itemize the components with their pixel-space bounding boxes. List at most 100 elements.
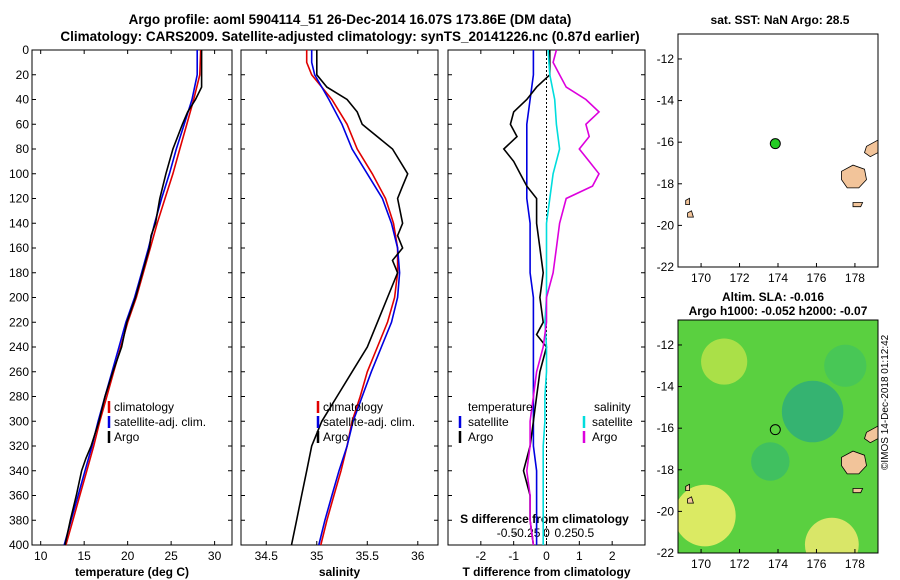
figure-title-line1: Argo profile: aoml 5904114_51 26-Dec-201…	[128, 12, 572, 27]
series-line-s-satellite	[542, 49, 561, 545]
island-outline	[841, 450, 867, 475]
x-tick-label: 30	[208, 549, 222, 563]
series-line-climatology	[305, 50, 399, 546]
secondary-tick-label: 0.5	[578, 526, 595, 540]
depth-tick-label: 320	[9, 439, 29, 453]
map-x-tick-label: 176	[806, 557, 826, 571]
map-y-tick-label: -18	[657, 463, 675, 477]
argo-position-marker	[769, 138, 781, 150]
map-y-tick-label: -12	[657, 52, 675, 66]
depth-tick-label: 100	[9, 167, 29, 181]
legend-label: satellite	[468, 415, 509, 429]
secondary-tick-label: -0.25	[513, 526, 541, 540]
map-x-tick-label: 178	[845, 557, 865, 571]
x-tick-label: 36	[411, 549, 425, 563]
legend-label: Argo	[592, 430, 618, 444]
series-line-satellite-adj-clim-	[63, 50, 198, 546]
sla-anomaly-patch	[701, 338, 748, 385]
series-line-argo	[64, 50, 203, 546]
x-tick-label: 2	[609, 549, 616, 563]
island-outline	[864, 139, 878, 158]
map-y-tick-label: -12	[657, 338, 675, 352]
map-title: sat. SST: NaN Argo: 28.5	[711, 13, 850, 27]
map-y-tick-label: -14	[657, 380, 675, 394]
map-y-tick-label: -16	[657, 135, 675, 149]
island-outline	[685, 197, 690, 206]
depth-tick-label: 0	[22, 43, 29, 57]
depth-tick-label: 180	[9, 266, 29, 280]
series-line-s-argo	[525, 49, 601, 546]
island-outline	[852, 488, 864, 494]
island-outline	[687, 496, 694, 504]
sla-anomaly-patch	[804, 517, 859, 553]
legend-label: Argo	[114, 430, 140, 444]
depth-tick-label: 340	[9, 464, 29, 478]
depth-tick-label: 220	[9, 315, 29, 329]
sla-anomaly-patch	[678, 484, 736, 547]
map-x-tick-label: 178	[845, 271, 865, 285]
x-tick-label: 15	[77, 549, 91, 563]
series-line-climatology	[65, 49, 202, 546]
depth-tick-label: 160	[9, 241, 29, 255]
sla-anomaly-patch	[781, 380, 844, 443]
x-axis-label: temperature (deg C)	[75, 565, 189, 579]
x-tick-label: 0	[543, 549, 550, 563]
salinity-profile-frame	[240, 49, 439, 546]
map-subtitle: Argo h1000: -0.052 h2000: -0.07	[689, 304, 868, 318]
argo-position-marker	[769, 424, 781, 436]
legend-label: satellite	[592, 415, 633, 429]
series-line-t-satellite	[525, 50, 538, 545]
x-tick-label: 35.5	[356, 549, 380, 563]
figure-title-line2: Climatology: CARS2009. Satellite-adjuste…	[60, 29, 640, 44]
map-x-tick-label: 170	[691, 271, 711, 285]
map-y-tick-label: -20	[657, 504, 675, 518]
x-tick-label: 34.5	[255, 549, 279, 563]
temperature-profile-frame	[31, 49, 233, 546]
depth-tick-label: 240	[9, 340, 29, 354]
secondary-axis-label: S difference from climatology	[460, 512, 629, 526]
depth-tick-label: 360	[9, 489, 29, 503]
depth-tick-label: 260	[9, 365, 29, 379]
x-tick-label: 25	[164, 549, 178, 563]
legend-label: climatology	[114, 400, 174, 414]
x-tick-label: 20	[121, 549, 135, 563]
x-tick-label: 1	[576, 549, 583, 563]
sst-map-layer	[685, 139, 878, 218]
series-line-t-argo	[502, 50, 551, 546]
depth-tick-label: 300	[9, 414, 29, 428]
depth-tick-label: 380	[9, 513, 29, 527]
depth-tick-label: 60	[16, 117, 30, 131]
depth-tick-label: 200	[9, 291, 29, 305]
map-y-tick-label: -16	[657, 421, 675, 435]
series-line-satellite-adj-clim-	[310, 50, 401, 546]
depth-tick-label: 280	[9, 390, 29, 404]
sla-anomaly-patch	[824, 344, 867, 387]
legend-heading: temperature	[468, 400, 533, 414]
island-outline	[852, 202, 864, 208]
x-axis-label: salinity	[319, 565, 361, 579]
depth-tick-label: 40	[16, 93, 30, 107]
map-x-tick-label: 174	[768, 557, 788, 571]
map-y-tick-label: -22	[657, 546, 675, 560]
secondary-tick-label: 0.25	[555, 526, 579, 540]
depth-tick-label: 120	[9, 192, 29, 206]
island-outline	[685, 483, 690, 492]
x-tick-label: 35	[310, 549, 324, 563]
series-line-argo	[290, 50, 409, 546]
legend-label: Argo	[468, 430, 494, 444]
island-outline	[841, 164, 867, 189]
map-title: Altim. SLA: -0.016	[722, 290, 824, 304]
map-x-tick-label: 174	[768, 271, 788, 285]
map-x-tick-label: 172	[730, 557, 750, 571]
depth-tick-label: 400	[9, 538, 29, 552]
x-axis-label: T difference from climatology	[462, 565, 630, 579]
map-x-tick-label: 170	[691, 557, 711, 571]
x-tick-label: 10	[34, 549, 48, 563]
depth-tick-label: 140	[9, 216, 29, 230]
sst-map-frame	[677, 33, 879, 268]
depth-tick-label: 80	[16, 142, 30, 156]
legend-label: satellite-adj. clim.	[114, 415, 206, 429]
x-tick-label: -1	[508, 549, 519, 563]
legend-label: Argo	[323, 430, 349, 444]
